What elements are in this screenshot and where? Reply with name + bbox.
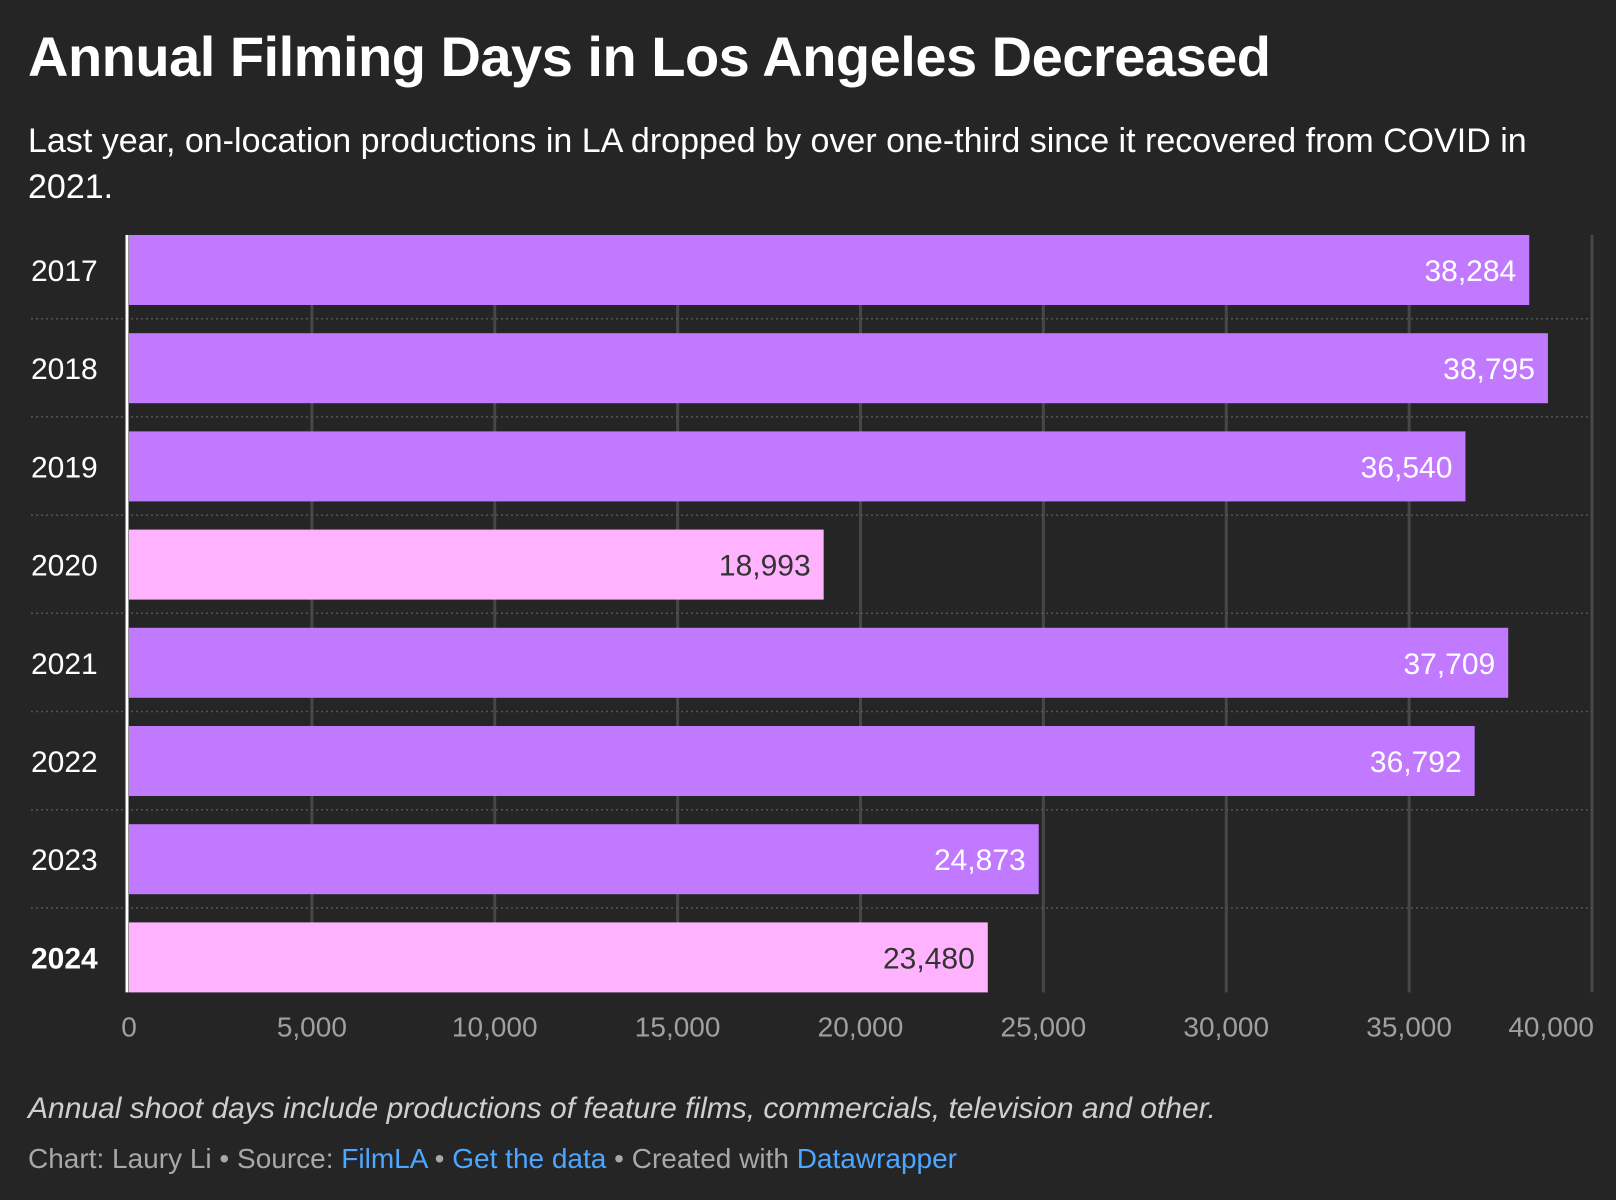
separator: •	[211, 1143, 238, 1174]
bar	[129, 922, 988, 993]
category-label: 2024	[31, 942, 98, 975]
created-label: Created with	[631, 1143, 797, 1174]
source-label: Source:	[237, 1143, 342, 1174]
value-label: 38,284	[1424, 255, 1516, 288]
value-label: 24,873	[934, 844, 1026, 877]
category-label: 2019	[31, 451, 98, 484]
value-label: 18,993	[719, 550, 811, 583]
chart-title: Annual Filming Days in Los Angeles Decre…	[28, 25, 1271, 88]
value-label: 38,795	[1443, 353, 1535, 386]
bar	[129, 235, 1530, 305]
chart-notes: Annual shoot days include productions of…	[28, 1092, 1216, 1125]
category-label: 2023	[31, 844, 98, 877]
value-label: 37,709	[1403, 648, 1495, 681]
x-tick-label: 10,000	[452, 1011, 538, 1042]
x-tick-label: 35,000	[1366, 1011, 1452, 1042]
category-label: 2022	[31, 746, 98, 779]
bar	[129, 431, 1466, 502]
bar	[129, 824, 1039, 895]
separator: •	[606, 1143, 632, 1174]
value-label: 36,792	[1370, 746, 1462, 779]
chart-author: Chart: Laury Li	[28, 1143, 212, 1174]
bar	[129, 627, 1509, 698]
x-tick-label: 40,000	[1508, 1011, 1594, 1042]
bar-chart: 0 5,000 10,000 15,000 20,000 25,000 30,000 35,0…	[31, 235, 1594, 1042]
bar	[129, 529, 824, 600]
x-tick-label: 5,000	[277, 1011, 347, 1042]
bar	[129, 333, 1548, 404]
value-label: 36,540	[1361, 451, 1453, 484]
separator: •	[426, 1143, 453, 1174]
x-tick-label: 25,000	[1001, 1011, 1087, 1042]
x-tick-label: 15,000	[635, 1011, 721, 1042]
category-label: 2018	[31, 353, 98, 386]
get-data-link[interactable]: Get the data	[452, 1143, 607, 1174]
x-tick-label: 0	[121, 1011, 137, 1042]
category-label: 2021	[31, 648, 98, 681]
chart-subtitle: Last year, on-location productions in LA…	[28, 122, 1527, 206]
category-label: 2020	[31, 550, 98, 583]
x-tick-label: 20,000	[818, 1011, 904, 1042]
value-label: 23,480	[883, 942, 975, 975]
datawrapper-link[interactable]: Datawrapper	[796, 1143, 958, 1174]
bar	[129, 726, 1475, 796]
source-link[interactable]: FilmLA	[341, 1143, 427, 1174]
chart-credits: Chart: Laury Li • Source: FilmLA • Get t…	[28, 1143, 957, 1175]
x-tick-label: 30,000	[1183, 1011, 1269, 1042]
category-label: 2017	[31, 255, 98, 288]
